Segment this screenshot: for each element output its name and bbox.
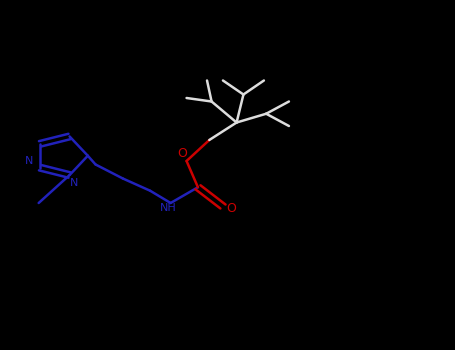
Text: O: O: [177, 147, 187, 160]
Text: O: O: [226, 202, 236, 215]
Text: N: N: [70, 178, 78, 188]
Text: NH: NH: [160, 203, 177, 213]
Text: N: N: [25, 156, 33, 166]
